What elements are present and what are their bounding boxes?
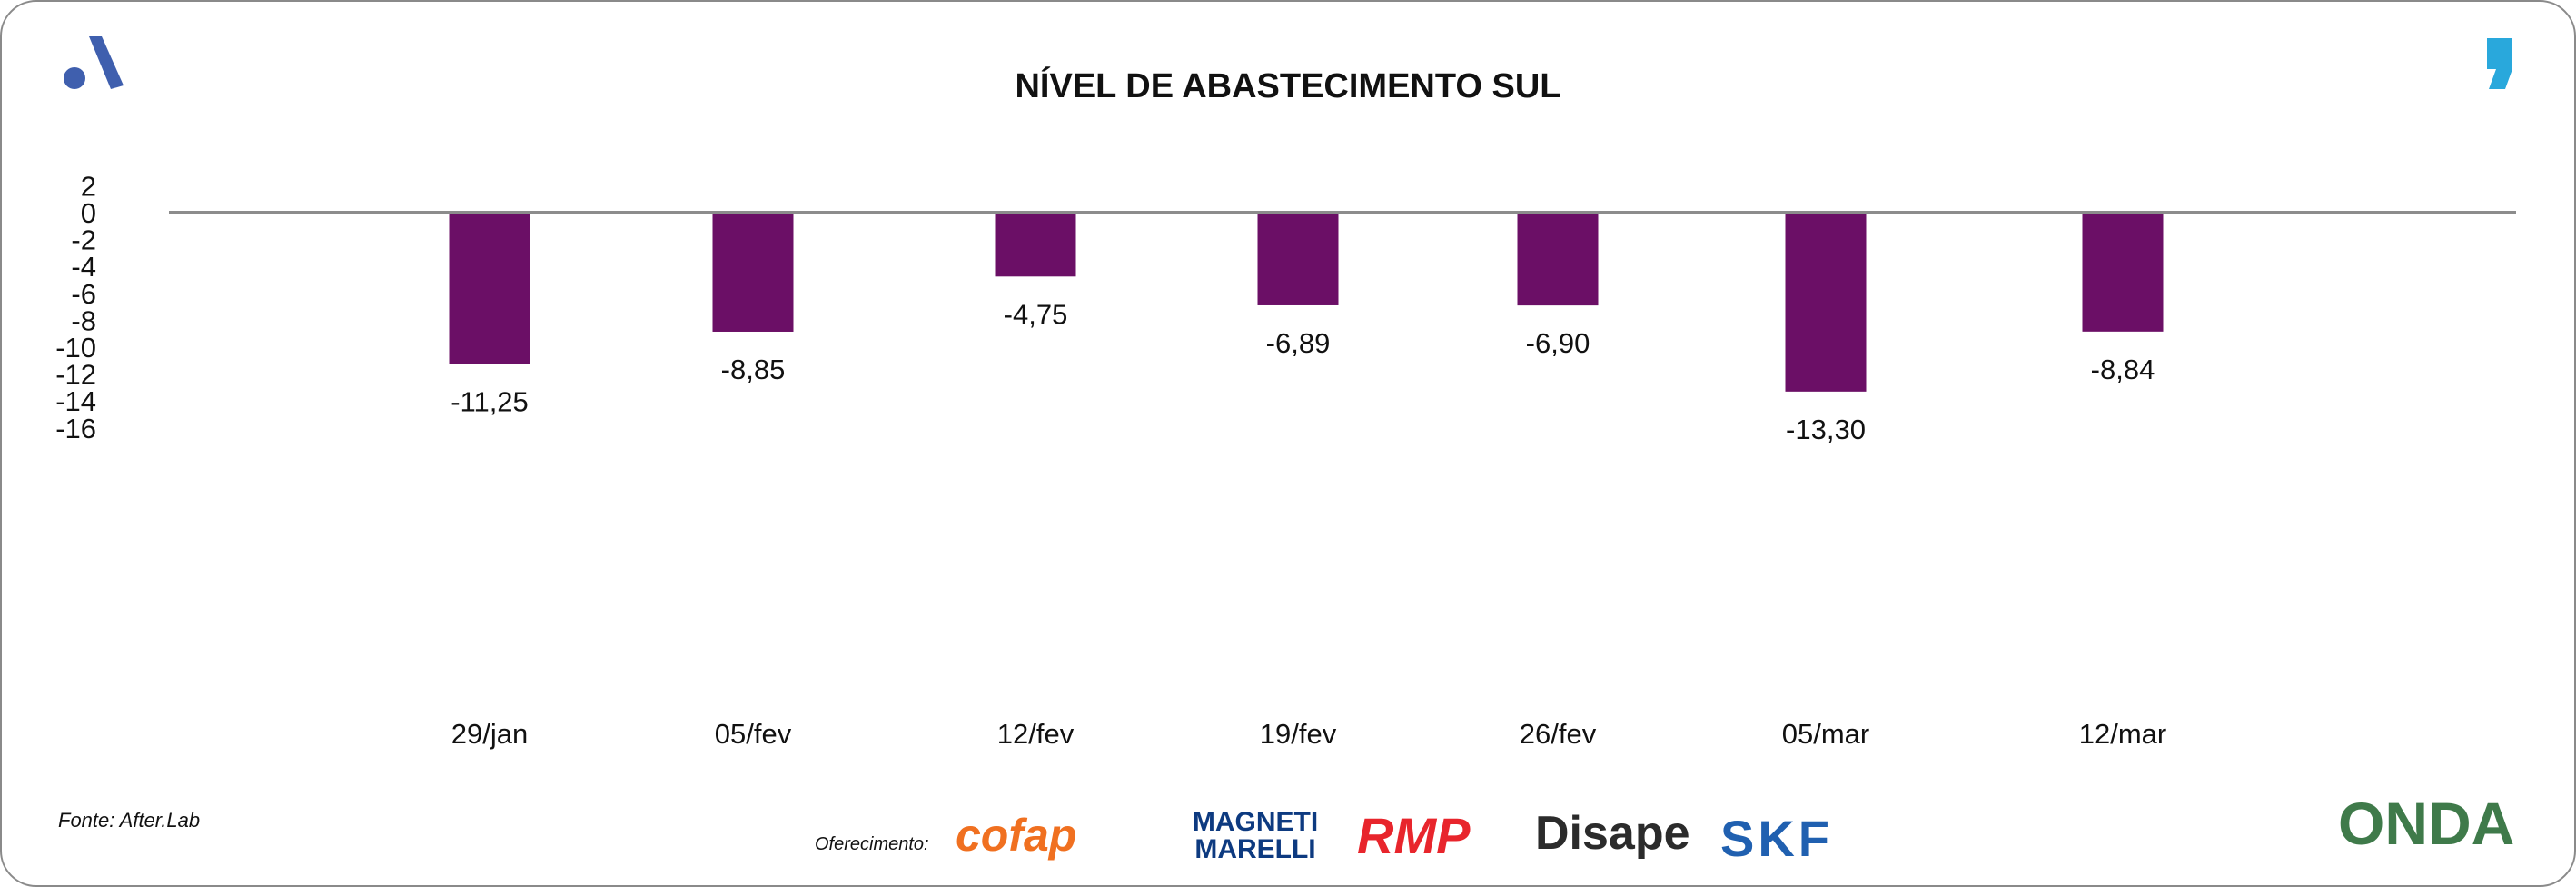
sponsor-logo-magneti-marelli: MAGNETI MARELLI — [1192, 807, 1319, 864]
bar — [1517, 213, 1599, 306]
quote-logo-icon — [2487, 38, 2512, 89]
x-tick-label: 12/fev — [997, 718, 1075, 750]
y-tick-label: -14 — [55, 385, 96, 417]
x-tick-label: 05/fev — [715, 718, 792, 750]
y-tick-label: -12 — [55, 359, 96, 391]
sponsor-logo-cofap: cofap — [956, 810, 1077, 861]
data-label: -8,84 — [2091, 354, 2155, 385]
bar — [1785, 213, 1867, 392]
x-tick-label: 05/mar — [1782, 718, 1869, 750]
x-tick-label: 29/jan — [451, 718, 528, 750]
y-tick-label: -6 — [71, 278, 96, 310]
bar — [1257, 213, 1339, 305]
y-tick-label: -10 — [55, 332, 96, 364]
chart-title: NÍVEL DE ABASTECIMENTO SUL — [1015, 67, 1561, 105]
bar — [2082, 213, 2164, 332]
sponsor-logo-disape: Disape — [1535, 807, 1690, 860]
data-label: -13,30 — [1786, 414, 1866, 445]
y-tick-label: -16 — [55, 413, 96, 444]
sponsor-logo-rmp: RMP — [1357, 807, 1471, 864]
bar — [995, 213, 1076, 277]
onda-logo: ONDA — [2338, 790, 2515, 857]
x-tick-label: 19/fev — [1260, 718, 1337, 750]
y-tick-label: 0 — [81, 197, 96, 229]
x-tick-label: 26/fev — [1520, 718, 1597, 750]
sponsor-label: Oferecimento: — [815, 834, 929, 854]
data-label: -8,85 — [721, 354, 786, 385]
x-tick-label: 12/mar — [2079, 718, 2166, 750]
data-label: -11,25 — [451, 386, 529, 418]
bar — [712, 213, 794, 332]
source-note: Fonte: After.Lab — [58, 809, 201, 832]
data-label: -6,90 — [1526, 327, 1590, 359]
data-label: -4,75 — [1004, 298, 1068, 330]
sponsor-logo-skf: SKF — [1720, 810, 1833, 867]
y-tick-label: -8 — [71, 304, 96, 336]
y-tick-label: -2 — [71, 224, 96, 256]
a-logo-icon — [64, 36, 124, 89]
y-tick-label: 2 — [81, 170, 96, 202]
bar — [449, 213, 530, 364]
y-tick-label: -4 — [71, 251, 96, 283]
data-label: -6,89 — [1266, 327, 1331, 359]
